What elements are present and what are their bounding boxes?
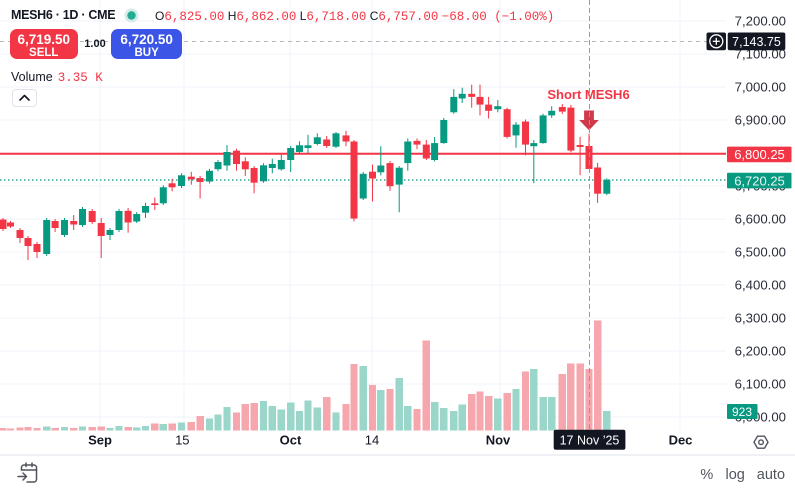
svg-text:Dec: Dec: [669, 433, 693, 448]
svg-text:14: 14: [365, 433, 379, 448]
svg-text:%: %: [700, 467, 713, 483]
svg-text:7,143.75: 7,143.75: [732, 35, 781, 49]
svg-text:17 Nov ’25: 17 Nov ’25: [560, 433, 620, 447]
svg-text:6,500.00: 6,500.00: [735, 244, 786, 259]
svg-text:auto: auto: [757, 467, 785, 483]
svg-text:15: 15: [175, 433, 189, 448]
svg-text:6,900.00: 6,900.00: [735, 112, 786, 127]
svg-text:7,000.00: 7,000.00: [735, 79, 786, 94]
svg-text:6,800.25: 6,800.25: [734, 147, 785, 162]
svg-text:6,100.00: 6,100.00: [735, 376, 786, 391]
svg-text:Short MESH6: Short MESH6: [547, 87, 629, 102]
svg-text:6,400.00: 6,400.00: [735, 277, 786, 292]
svg-text:6,720.25: 6,720.25: [734, 173, 785, 188]
svg-text:Oct: Oct: [280, 433, 302, 448]
svg-text:6,600.00: 6,600.00: [735, 211, 786, 226]
svg-text:Sep: Sep: [88, 433, 112, 448]
svg-text:log: log: [726, 467, 745, 483]
svg-text:7,200.00: 7,200.00: [735, 13, 786, 28]
svg-text:923: 923: [732, 405, 752, 419]
svg-text:Nov: Nov: [486, 433, 511, 448]
svg-text:6,200.00: 6,200.00: [735, 343, 786, 358]
svg-text:6,300.00: 6,300.00: [735, 310, 786, 325]
